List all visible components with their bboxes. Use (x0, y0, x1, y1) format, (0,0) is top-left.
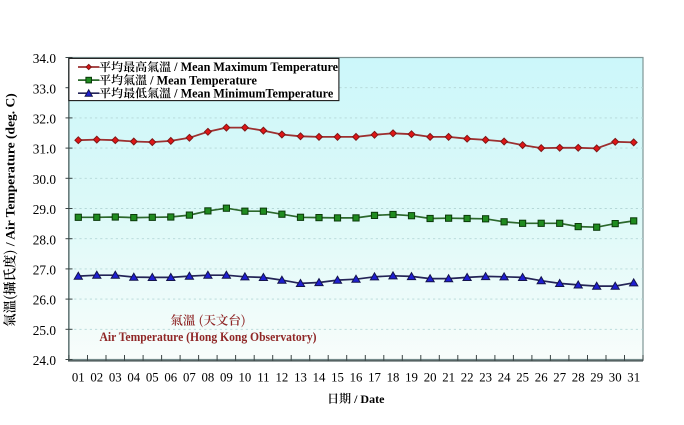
svg-text:01: 01 (72, 371, 85, 385)
svg-text:11: 11 (257, 371, 269, 385)
svg-text:09: 09 (220, 371, 233, 385)
svg-text:28.0: 28.0 (33, 232, 57, 247)
svg-text:/ Air Temperature (deg. C): / Air Temperature (deg. C) (3, 93, 18, 249)
svg-text:13: 13 (294, 371, 307, 385)
svg-text:18: 18 (387, 371, 400, 385)
svg-text:31.0: 31.0 (33, 142, 57, 157)
svg-text:17: 17 (368, 371, 381, 385)
svg-text:26: 26 (535, 371, 548, 385)
svg-text:21: 21 (442, 371, 455, 385)
svg-text:22: 22 (461, 371, 474, 385)
svg-text:29: 29 (590, 371, 603, 385)
svg-text:Air Temperature (Hong Kong Obs: Air Temperature (Hong Kong Observatory) (100, 330, 317, 344)
svg-text:23: 23 (479, 371, 492, 385)
svg-text:30.0: 30.0 (33, 172, 57, 187)
svg-text:03: 03 (109, 371, 122, 385)
svg-text:06: 06 (164, 371, 177, 385)
svg-text:27.0: 27.0 (33, 263, 57, 278)
svg-text:05: 05 (146, 371, 159, 385)
svg-text:/ Date: / Date (351, 392, 385, 406)
svg-text:25: 25 (516, 371, 529, 385)
svg-text:15: 15 (331, 371, 344, 385)
svg-text:12: 12 (276, 371, 289, 385)
svg-text:24.0: 24.0 (33, 353, 57, 368)
svg-text:16: 16 (350, 371, 363, 385)
svg-text:28: 28 (572, 371, 585, 385)
svg-text:/ Mean Temperature: / Mean Temperature (147, 73, 257, 87)
svg-text:/ Mean Maximum Temperature: / Mean Maximum Temperature (171, 60, 339, 74)
svg-text:31: 31 (627, 371, 640, 385)
svg-text:30: 30 (609, 371, 622, 385)
svg-text:19: 19 (405, 371, 418, 385)
svg-text:20: 20 (424, 371, 437, 385)
svg-text:26.0: 26.0 (33, 293, 57, 308)
svg-text:27: 27 (553, 371, 566, 385)
svg-text:14: 14 (313, 371, 326, 385)
svg-text:/ Mean MinimumTemperature: / Mean MinimumTemperature (171, 86, 334, 100)
svg-text:34.0: 34.0 (33, 51, 57, 66)
svg-text:29.0: 29.0 (33, 202, 57, 217)
svg-text:07: 07 (183, 371, 196, 385)
svg-text:08: 08 (202, 371, 215, 385)
svg-text:32.0: 32.0 (33, 112, 57, 127)
svg-text:25.0: 25.0 (33, 323, 57, 338)
svg-text:04: 04 (127, 371, 140, 385)
svg-text:33.0: 33.0 (33, 81, 57, 96)
svg-text:10: 10 (239, 371, 252, 385)
svg-text:24: 24 (498, 371, 511, 385)
svg-text:02: 02 (90, 371, 103, 385)
